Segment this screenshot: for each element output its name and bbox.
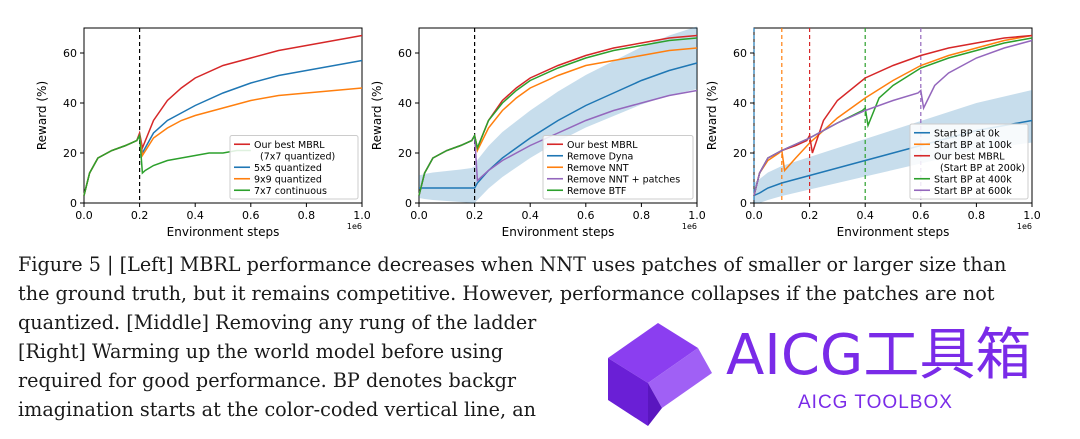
- y-tick-label: 60: [398, 47, 412, 60]
- legend-label: Remove NNT: [567, 163, 629, 174]
- caption-line: Figure 5 | [Left] MBRL performance decre…: [18, 253, 1007, 276]
- x-tick-label: 0.6: [242, 209, 259, 222]
- x-tick-label: 1.0: [353, 209, 371, 222]
- y-tick-label: 0: [70, 197, 77, 210]
- x-tick-label: 0.0: [745, 209, 763, 222]
- legend-box: [229, 135, 359, 200]
- chart-middle: 0.0 0.2 0.4 0.6 0.8 1.0 0 20 40 60 1e6 Environment …: [367, 18, 712, 243]
- x-tick-label: 0.4: [521, 209, 539, 222]
- aicg-logo-icon: [608, 323, 712, 426]
- x-tick-label: 0.4: [186, 209, 204, 222]
- legend-label: 5x5 quantized: [254, 163, 322, 174]
- series-line: [83, 132, 251, 196]
- x-tick-label: 1.0: [1023, 209, 1041, 222]
- plot-frame: [83, 27, 363, 204]
- x-tick-label: 1.0: [688, 209, 706, 222]
- series-line: [753, 39, 1033, 196]
- legend-label: (Start BP at 200k): [940, 163, 1025, 174]
- x-axis-label: Environment steps: [502, 225, 615, 239]
- x-tick-label: 0.2: [131, 209, 149, 222]
- chart-right-svg: 0.0 0.2 0.4 0.6 0.8 1.0 0 20 40 60 1e6 Environment …: [705, 27, 1041, 239]
- chart-left: 0.0 0.2 0.4 0.6 0.8 1.0 0 20 40 60 1e6 Environment …: [32, 18, 377, 243]
- legend-label: Start BP at 600k: [934, 186, 1012, 197]
- legend-label: Start BP at 100k: [934, 140, 1012, 151]
- y-tick-label: 40: [63, 97, 77, 110]
- legend-box: [542, 135, 694, 200]
- y-tick-label: 40: [733, 97, 747, 110]
- y-tick-label: 40: [398, 97, 412, 110]
- x-tick-label: 0.8: [968, 209, 986, 222]
- legend-label: Our best MBRL: [254, 140, 325, 151]
- y-tick-label: 0: [740, 197, 747, 210]
- x-tick-label: 0.8: [633, 209, 651, 222]
- watermark-title: AICG工具箱: [726, 323, 1032, 388]
- x-axis-label: Environment steps: [167, 225, 280, 239]
- legend-label: 9x9 quantized: [254, 174, 322, 185]
- legend-label: Our best MBRL: [567, 140, 638, 151]
- x-exponent-label: 1e6: [1017, 222, 1032, 231]
- x-tick-label: 0.0: [75, 209, 93, 222]
- legend-label: (7x7 quantized): [260, 151, 335, 162]
- legend-label: Remove Dyna: [567, 151, 633, 162]
- legend-label: Remove BTF: [567, 186, 626, 197]
- x-tick-label: 0.8: [298, 209, 316, 222]
- caption-line: required for good performance. BP denote…: [18, 369, 517, 392]
- legend-label: Our best MBRL: [934, 151, 1005, 162]
- legend-label: Start BP at 0k: [934, 128, 1000, 139]
- chart-middle-svg: 0.0 0.2 0.4 0.6 0.8 1.0 0 20 40 60 1e6 Environment …: [370, 26, 706, 239]
- x-tick-label: 0.2: [466, 209, 484, 222]
- y-tick-label: 0: [405, 197, 412, 210]
- x-tick-label: 0.0: [410, 209, 428, 222]
- caption-line: imagination starts at the color-coded ve…: [18, 398, 537, 421]
- caption-line: quantized. [Middle] Removing any rung of…: [18, 311, 537, 334]
- caption-line: [Right] Warming up the world model befor…: [18, 340, 504, 363]
- series-line: [418, 37, 698, 196]
- uncertainty-band: [419, 26, 697, 203]
- x-tick-label: 0.2: [801, 209, 819, 222]
- y-tick-label: 20: [733, 147, 747, 160]
- figure-5-panels: 0.0 0.2 0.4 0.6 0.8 1.0 0 20 40 60 1e6 Environment …: [32, 18, 1047, 243]
- x-exponent-label: 1e6: [347, 222, 362, 231]
- plot-frame: [418, 27, 698, 204]
- legend-label: Remove NNT + patches: [567, 174, 680, 185]
- x-tick-label: 0.6: [912, 209, 930, 222]
- chart-right: 0.0 0.2 0.4 0.6 0.8 1.0 0 20 40 60 1e6 Environment …: [702, 18, 1047, 243]
- legend-label: 7x7 continuous: [254, 186, 327, 197]
- y-axis-label: Reward (%): [35, 81, 49, 150]
- caption-line: the ground truth, but it remains competi…: [18, 282, 995, 305]
- y-tick-label: 20: [398, 147, 412, 160]
- x-tick-label: 0.4: [856, 209, 874, 222]
- y-axis-label: Reward (%): [705, 81, 719, 150]
- watermark-logo: AICG工具箱 AICG TOOLBOX: [598, 318, 1068, 428]
- y-tick-label: 20: [63, 147, 77, 160]
- x-tick-label: 0.6: [577, 209, 595, 222]
- legend-box: [909, 123, 1029, 200]
- x-exponent-label: 1e6: [682, 222, 697, 231]
- watermark-subtitle: AICG TOOLBOX: [798, 392, 953, 413]
- chart-left-svg: 0.0 0.2 0.4 0.6 0.8 1.0 0 20 40 60 1e6 Environment …: [35, 27, 371, 239]
- legend-label: Start BP at 400k: [934, 174, 1012, 185]
- y-axis-label: Reward (%): [370, 81, 384, 150]
- y-tick-label: 60: [63, 47, 77, 60]
- figure-caption: Figure 5 | [Left] MBRL performance decre…: [18, 250, 1068, 424]
- x-axis-label: Environment steps: [837, 225, 950, 239]
- uncertainty-band: [754, 90, 1032, 203]
- y-tick-label: 60: [733, 47, 747, 60]
